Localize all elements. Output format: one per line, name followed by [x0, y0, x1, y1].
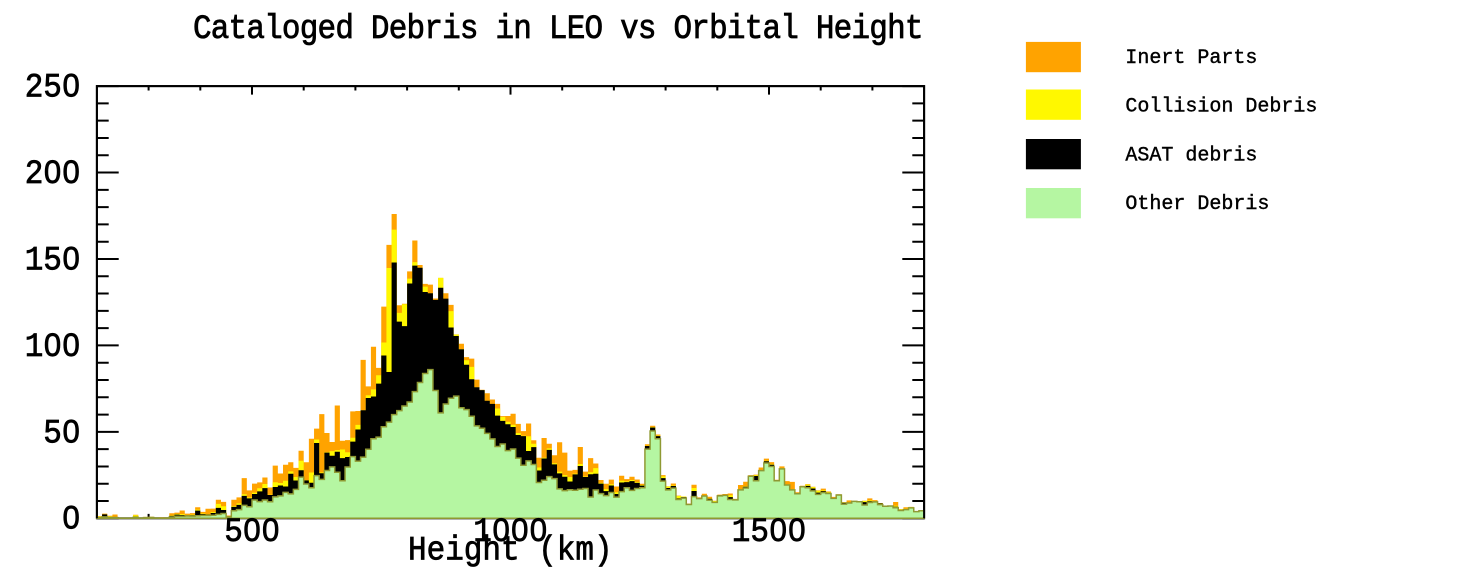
svg-text:Inert Parts: Inert Parts	[1125, 47, 1257, 70]
svg-text:Height (km): Height (km)	[408, 531, 613, 570]
svg-text:Other Debris: Other Debris	[1125, 193, 1269, 216]
svg-text:Cataloged Debris in LEO vs Orb: Cataloged Debris in LEO vs Orbital Heigh…	[193, 10, 923, 49]
svg-text:1500: 1500	[732, 513, 806, 552]
svg-text:ASAT debris: ASAT debris	[1125, 144, 1257, 167]
svg-text:50: 50	[43, 414, 80, 453]
svg-text:Collision Debris: Collision Debris	[1125, 96, 1317, 119]
svg-text:1000: 1000	[473, 513, 547, 552]
